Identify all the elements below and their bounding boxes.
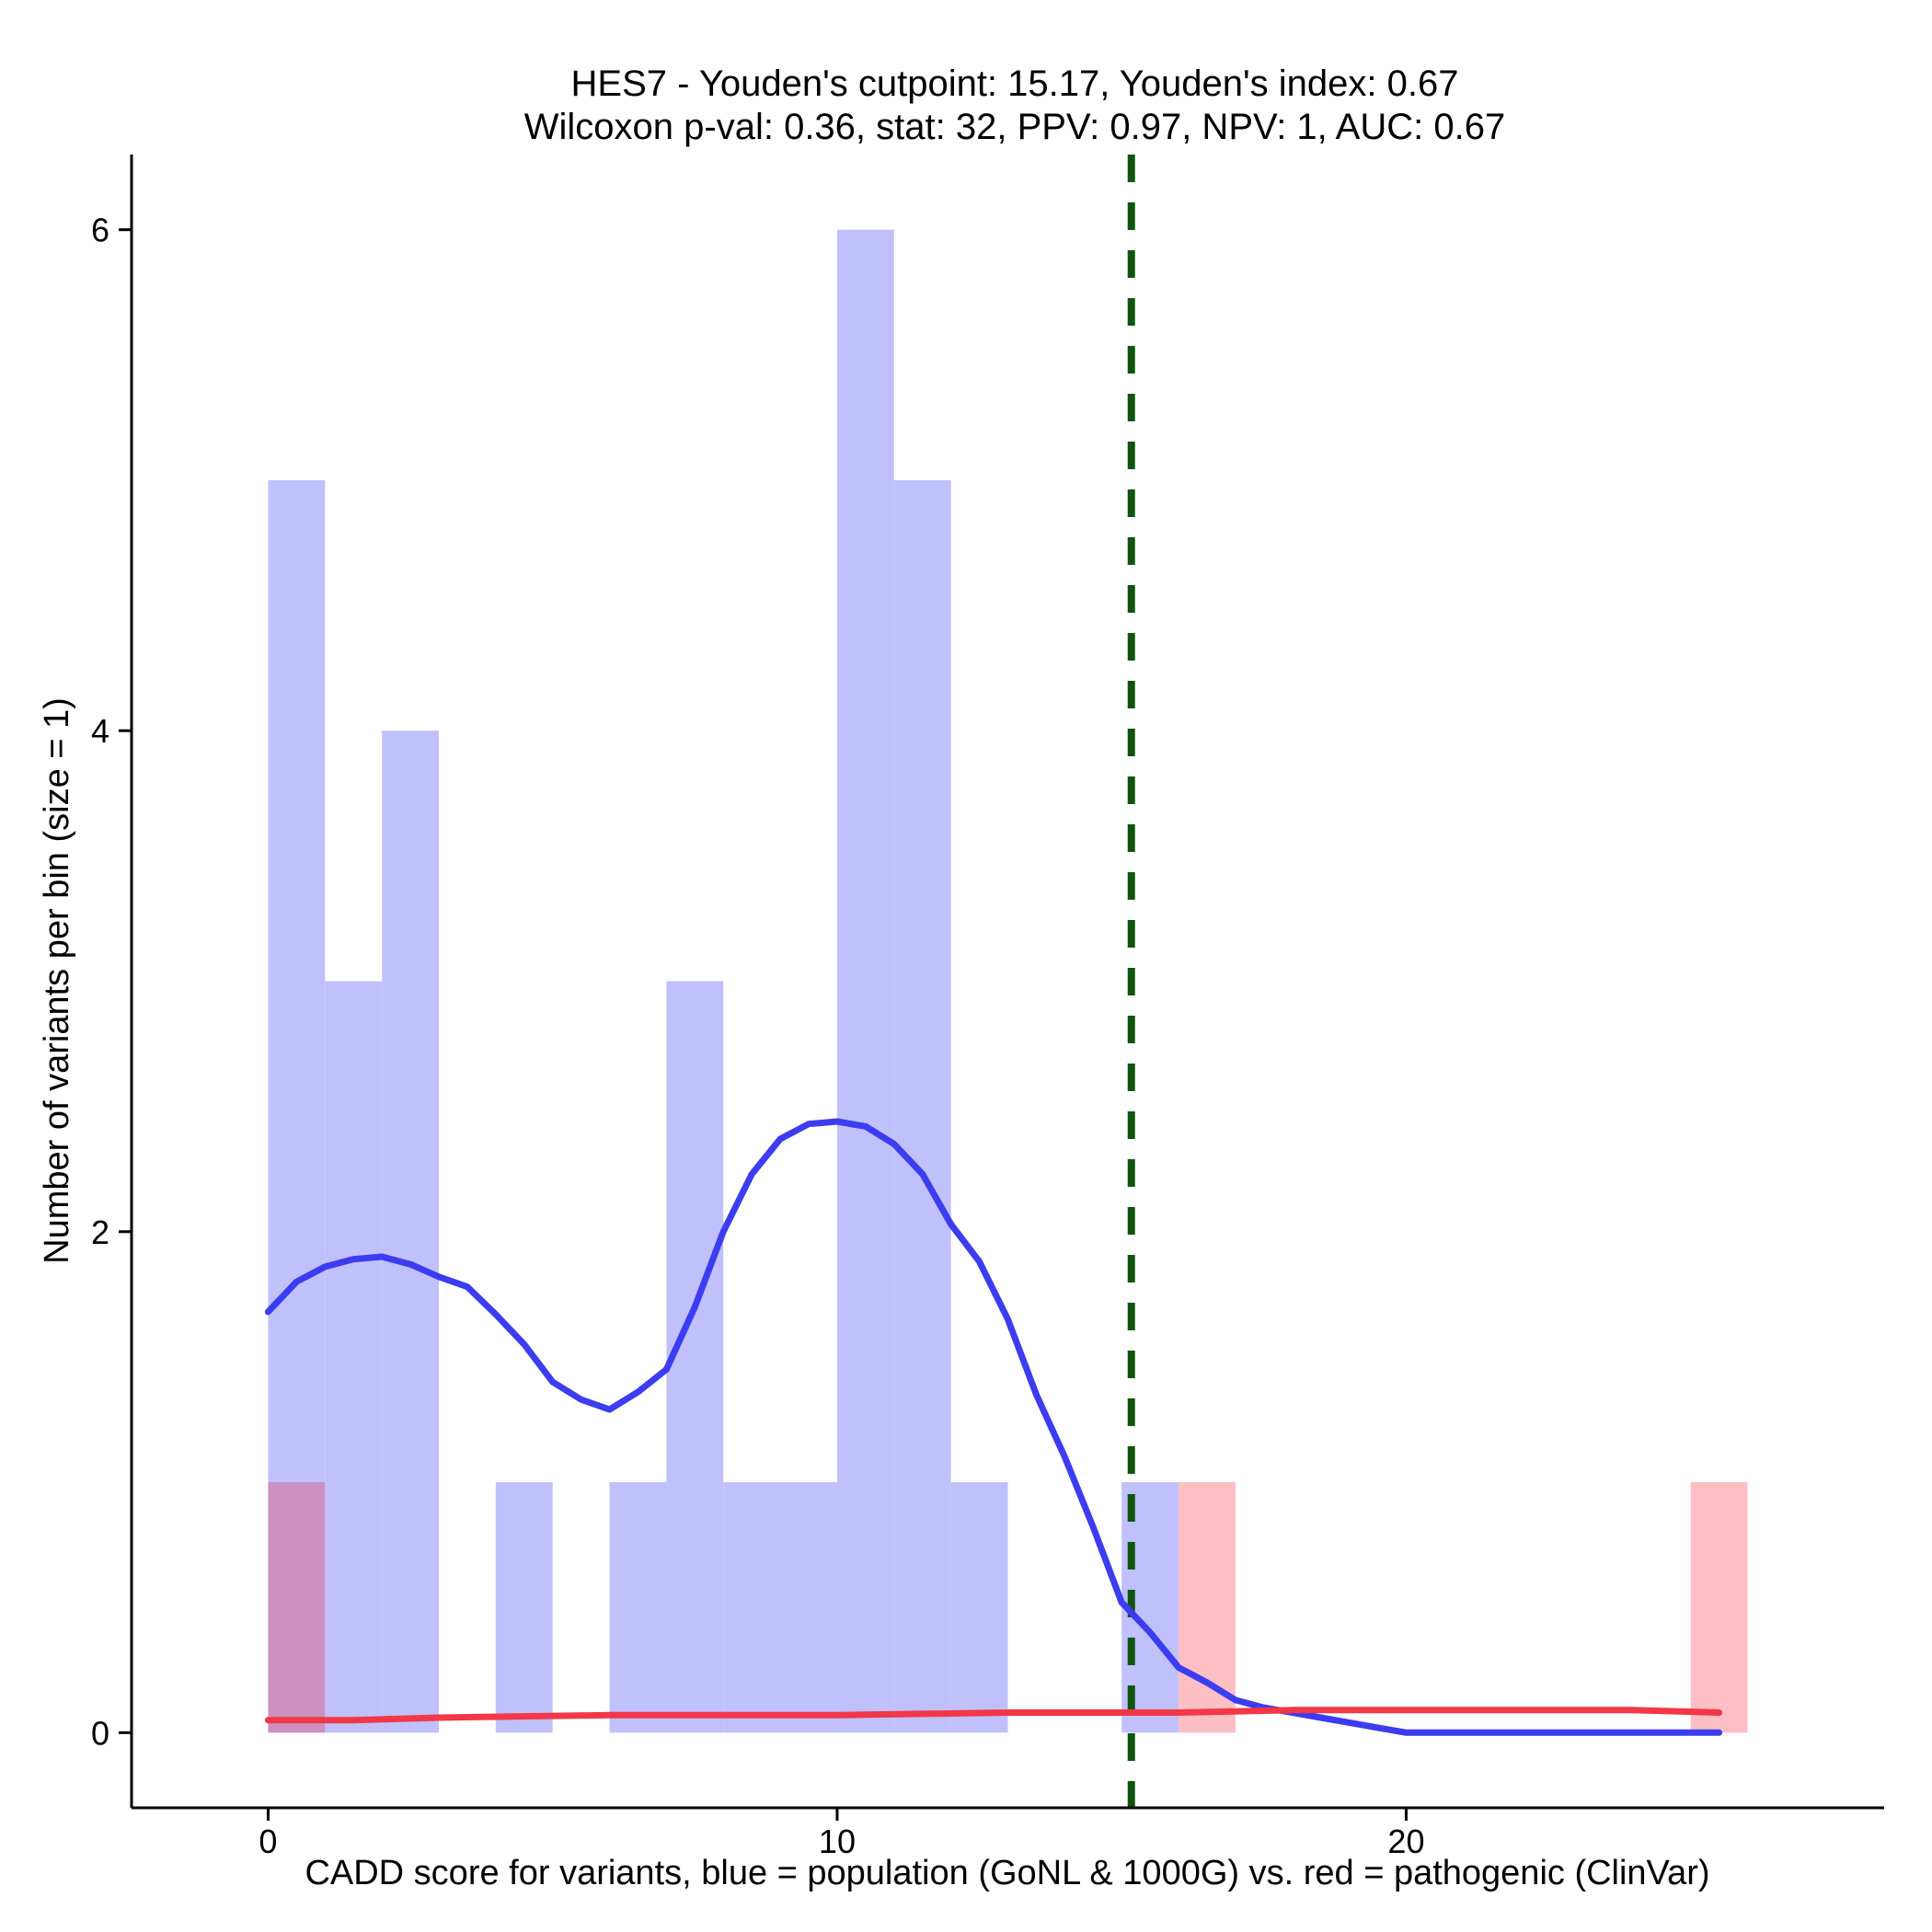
y-axis-label: Number of variants per bin (size = 1) — [38, 697, 76, 1264]
population-bar — [893, 479, 951, 1733]
histogram-bars — [268, 229, 1748, 1733]
x-tick-label: 20 — [1387, 1823, 1424, 1860]
pathogenic-bar — [1690, 1482, 1748, 1733]
y-tick-label: 2 — [91, 1213, 109, 1251]
x-axis-label: CADD score for variants, blue = populati… — [305, 1854, 1709, 1892]
pathogenic-bar — [268, 1482, 326, 1733]
population-bar — [780, 1482, 837, 1733]
population-bar — [950, 1482, 1008, 1733]
population-bar — [723, 1482, 781, 1733]
population-bar — [325, 981, 383, 1733]
pathogenic-density-line — [264, 1707, 1723, 1724]
population-bar — [495, 1482, 553, 1733]
y-tick-label: 4 — [91, 712, 109, 750]
axis-ticks: 0 10 20 0 2 4 6 — [91, 212, 1425, 1860]
population-bar — [609, 1482, 667, 1733]
population-bar — [836, 229, 894, 1733]
x-tick-label: 0 — [259, 1823, 277, 1860]
chart-title-line1: HES7 - Youden's cutpoint: 15.17, Youden'… — [571, 63, 1459, 104]
population-bar — [382, 730, 439, 1733]
y-tick-label: 0 — [91, 1714, 109, 1752]
y-tick-label: 6 — [91, 212, 109, 249]
population-bar — [666, 981, 724, 1733]
chart-title-line2: Wilcoxon p-val: 0.36, stat: 32, PPV: 0.9… — [524, 107, 1505, 147]
x-tick-label: 10 — [819, 1823, 856, 1860]
density-curves — [264, 155, 1723, 1808]
